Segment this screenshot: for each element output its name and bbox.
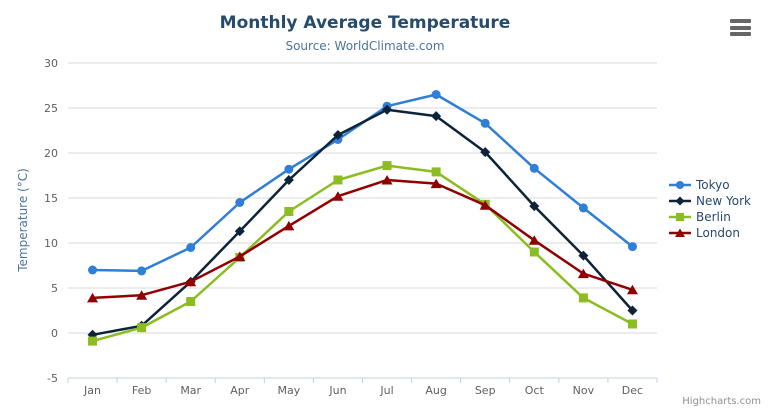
data-point-berlin[interactable]	[529, 247, 539, 257]
legend-item-tokyo[interactable]: Tokyo	[669, 177, 751, 193]
chart-title: Monthly Average Temperature	[219, 13, 511, 33]
data-point-berlin[interactable]	[333, 175, 343, 185]
legend-item-new-york[interactable]: New York	[669, 193, 751, 209]
series-line-berlin[interactable]	[91, 164, 634, 343]
square-marker-icon	[675, 212, 685, 222]
data-point-new-york[interactable]	[480, 147, 491, 158]
diamond-marker-icon	[675, 196, 685, 206]
x-tick-label: Feb	[132, 384, 151, 397]
chart-subtitle: Source: WorldClimate.com	[285, 39, 445, 53]
diamond-legend-icon	[669, 196, 691, 206]
series-line-london[interactable]	[91, 178, 634, 300]
legend: Tokyo New York Berlin London	[669, 177, 751, 241]
data-point-new-york[interactable]	[431, 111, 442, 122]
triangle-marker-icon	[675, 228, 685, 238]
credits-link[interactable]: Highcharts.com	[682, 396, 761, 407]
data-point-tokyo[interactable]	[529, 163, 539, 173]
legend-label: Tokyo	[696, 178, 730, 192]
data-point-london[interactable]	[136, 290, 148, 300]
y-tick-label: 25	[44, 102, 58, 115]
x-tick-label: Aug	[425, 384, 446, 397]
x-tick-label: Jun	[328, 384, 346, 397]
x-tick-label: Mar	[180, 384, 201, 397]
data-point-london[interactable]	[430, 178, 442, 189]
data-point-tokyo[interactable]	[88, 265, 98, 275]
series-line-new-york[interactable]	[91, 108, 634, 337]
data-point-new-york[interactable]	[627, 305, 638, 316]
data-point-tokyo[interactable]	[627, 242, 637, 252]
legend-label: New York	[696, 194, 751, 208]
data-point-london[interactable]	[381, 175, 393, 185]
legend-label: London	[696, 226, 740, 240]
x-tick-label: Sep	[475, 384, 496, 397]
hamburger-icon	[730, 19, 751, 23]
y-tick-label: 0	[51, 327, 58, 340]
data-point-berlin[interactable]	[578, 293, 588, 303]
data-point-london[interactable]	[185, 276, 197, 287]
data-point-berlin[interactable]	[627, 319, 637, 329]
data-point-berlin[interactable]	[186, 297, 196, 306]
hamburger-icon	[730, 32, 751, 36]
data-point-berlin[interactable]	[382, 161, 392, 171]
data-point-new-york[interactable]	[234, 226, 245, 237]
export-menu-button[interactable]	[730, 19, 751, 36]
y-tick-label: 15	[44, 192, 58, 205]
triangle-legend-icon	[669, 228, 691, 238]
data-point-london[interactable]	[626, 284, 638, 295]
x-tick-label: Jan	[83, 384, 101, 397]
y-tick-label: 20	[44, 147, 58, 160]
data-point-new-york[interactable]	[382, 104, 393, 115]
data-point-berlin[interactable]	[137, 323, 147, 333]
x-tick-label: Apr	[230, 384, 250, 397]
x-tick-label: Dec	[622, 384, 643, 397]
data-point-tokyo[interactable]	[480, 118, 490, 128]
x-tick-label: May	[278, 384, 301, 397]
data-point-new-york[interactable]	[529, 201, 540, 212]
y-axis-title: Temperature (°C)	[16, 168, 30, 273]
data-point-new-york[interactable]	[578, 250, 589, 261]
data-point-london[interactable]	[479, 200, 491, 210]
data-point-london[interactable]	[332, 191, 344, 201]
legend-label: Berlin	[696, 210, 731, 224]
data-point-london[interactable]	[87, 292, 99, 303]
data-point-london[interactable]	[234, 251, 246, 262]
legend-item-london[interactable]: London	[669, 225, 751, 241]
data-point-new-york[interactable]	[332, 130, 343, 140]
y-tick-label: -5	[47, 372, 58, 385]
data-point-tokyo[interactable]	[235, 198, 245, 207]
hamburger-icon	[730, 25, 751, 30]
data-point-berlin[interactable]	[284, 207, 294, 216]
data-point-london[interactable]	[577, 268, 589, 279]
data-point-berlin[interactable]	[88, 336, 98, 346]
x-tick-label: Oct	[525, 384, 545, 397]
square-legend-icon	[669, 212, 691, 222]
data-point-tokyo[interactable]	[186, 243, 196, 252]
x-tick-label: Nov	[573, 384, 595, 397]
data-point-tokyo[interactable]	[431, 90, 441, 99]
data-point-london[interactable]	[528, 235, 540, 245]
data-point-new-york[interactable]	[283, 175, 294, 185]
series-line-tokyo[interactable]	[91, 93, 634, 273]
data-point-berlin[interactable]	[431, 167, 441, 177]
data-point-tokyo[interactable]	[578, 203, 588, 213]
x-tick-label: Jul	[379, 384, 393, 397]
circle-marker-icon	[675, 180, 685, 190]
data-point-tokyo[interactable]	[137, 266, 147, 276]
y-tick-label: 10	[44, 237, 58, 250]
data-point-tokyo[interactable]	[284, 164, 294, 174]
data-point-london[interactable]	[283, 220, 295, 231]
y-tick-label: 5	[51, 282, 58, 295]
legend-item-berlin[interactable]: Berlin	[669, 209, 751, 225]
y-tick-label: 30	[44, 57, 58, 70]
circle-legend-icon	[669, 180, 691, 190]
